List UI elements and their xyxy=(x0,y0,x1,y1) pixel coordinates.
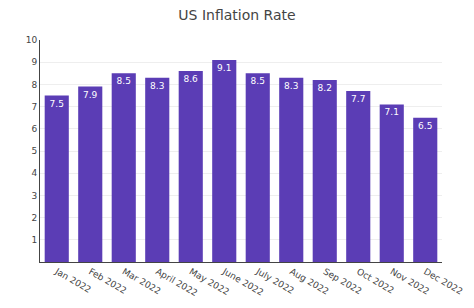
svg-text:Aug 2022: Aug 2022 xyxy=(288,266,331,296)
svg-text:7: 7 xyxy=(31,102,37,112)
svg-text:5: 5 xyxy=(31,146,37,156)
svg-text:6: 6 xyxy=(31,124,37,134)
svg-text:Dec 2022: Dec 2022 xyxy=(422,266,464,296)
svg-text:8.5: 8.5 xyxy=(117,76,131,86)
svg-text:9: 9 xyxy=(31,57,37,67)
svg-text:May 2022: May 2022 xyxy=(188,266,231,297)
svg-text:6.5: 6.5 xyxy=(418,121,432,131)
svg-text:8.6: 8.6 xyxy=(183,74,198,84)
svg-text:Sep 2022: Sep 2022 xyxy=(322,266,364,296)
svg-text:Feb 2022: Feb 2022 xyxy=(87,266,128,296)
svg-text:US Inflation Rate: US Inflation Rate xyxy=(178,7,295,23)
svg-text:8.3: 8.3 xyxy=(284,81,298,91)
svg-text:7.7: 7.7 xyxy=(351,94,365,104)
svg-text:Nov 2022: Nov 2022 xyxy=(389,266,432,296)
svg-text:4: 4 xyxy=(31,168,37,178)
svg-text:Mar 2022: Mar 2022 xyxy=(121,266,163,296)
svg-text:July 2022: July 2022 xyxy=(254,266,296,296)
svg-text:7.5: 7.5 xyxy=(50,99,64,109)
svg-text:June 2022: June 2022 xyxy=(220,266,265,298)
svg-text:8: 8 xyxy=(31,80,37,90)
svg-text:7.9: 7.9 xyxy=(83,90,98,100)
svg-text:8.5: 8.5 xyxy=(251,76,265,86)
svg-text:Oct 2022: Oct 2022 xyxy=(355,266,396,295)
svg-text:10: 10 xyxy=(26,35,38,45)
svg-text:9.1: 9.1 xyxy=(217,63,231,73)
svg-text:8.2: 8.2 xyxy=(318,83,332,93)
svg-text:April 2022: April 2022 xyxy=(154,266,199,298)
svg-text:8.3: 8.3 xyxy=(150,81,164,91)
svg-text:1: 1 xyxy=(31,235,37,245)
svg-text:3: 3 xyxy=(31,191,37,201)
svg-text:Jan 2022: Jan 2022 xyxy=(53,266,93,295)
svg-text:2: 2 xyxy=(31,213,37,223)
svg-text:7.1: 7.1 xyxy=(385,107,399,117)
